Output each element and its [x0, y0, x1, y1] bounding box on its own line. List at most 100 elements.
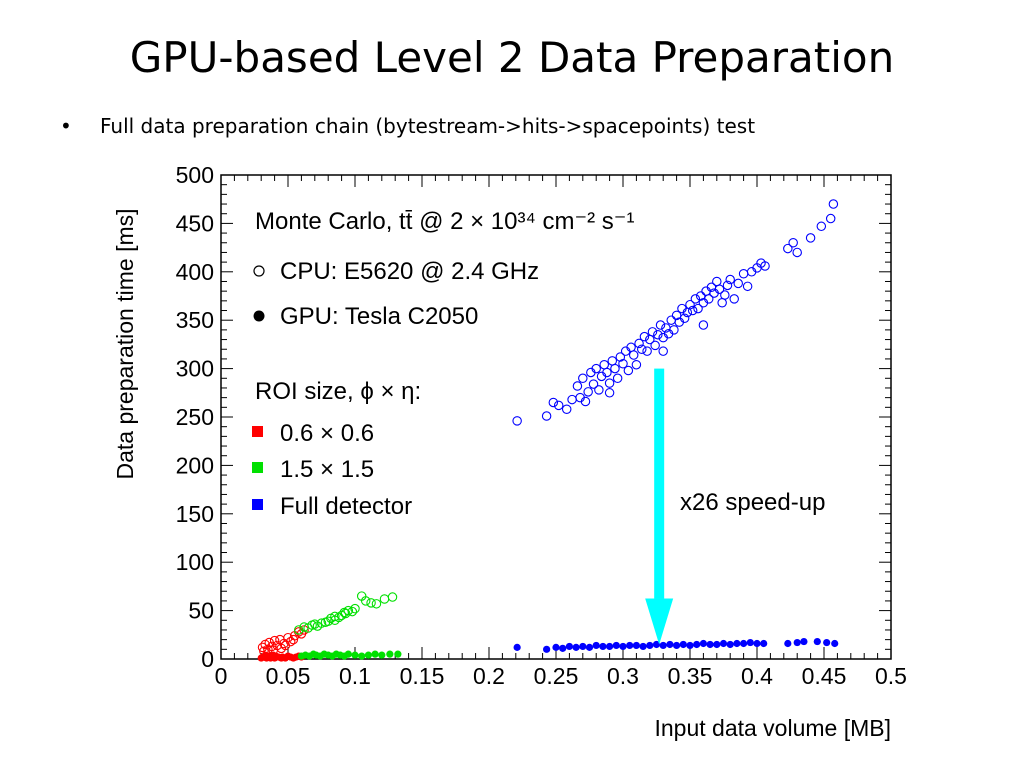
cpu-data-point	[267, 641, 277, 652]
cpu-data-point	[733, 278, 743, 289]
x-tick-label: 0.05	[266, 663, 311, 689]
cpu-data-point	[269, 635, 280, 646]
speedup-arrow	[645, 368, 674, 645]
gpu-data-point	[831, 639, 839, 648]
gpu-data-point	[784, 639, 792, 648]
cpu-data-point	[604, 378, 615, 388]
cpu-data-point	[687, 305, 698, 316]
cpu-data-point	[350, 603, 360, 614]
legend: Monte Carlo, tt̄ @ 2 × 10³⁴ cm⁻² s⁻¹ CPU…	[252, 208, 634, 520]
cpu-data-point	[704, 294, 714, 304]
legend-filled-marker	[253, 310, 265, 322]
cpu-data-point	[671, 310, 682, 321]
gpu-data-point	[612, 641, 620, 650]
cpu-data-point	[685, 299, 695, 310]
gpu-data-point	[592, 641, 600, 650]
x-tick-label: 0.1	[339, 663, 371, 689]
cpu-data-point	[257, 642, 268, 653]
cpu-data-point	[634, 338, 644, 349]
cpu-data-point	[650, 340, 660, 351]
gpu-data-point	[813, 637, 821, 646]
bullet-item: • Full data preparation chain (bytestream…	[60, 110, 755, 142]
x-tick-label: 0.15	[400, 663, 445, 689]
cpu-data-point	[612, 373, 623, 384]
cpu-data-point	[742, 281, 753, 292]
gpu-data-point	[619, 642, 627, 651]
x-tick-label: 0.2	[473, 663, 505, 689]
cpu-data-point	[658, 346, 668, 356]
gpu-data-point	[740, 639, 748, 648]
cpu-data-point	[825, 213, 836, 224]
x-tick-label: 0	[215, 663, 228, 689]
gpu-data-point	[746, 638, 754, 647]
cpu-data-point	[725, 274, 735, 285]
axis-tick-labels: 0 0.05 0.1 0.15 0.2 0.25 0.3 0.35 0.4 0.45 0.5 0 50 1…	[176, 162, 907, 689]
plot-frame	[220, 174, 892, 660]
legend-mid-roi-label: 1.5 × 1.5	[280, 456, 374, 483]
gpu-data-point	[693, 640, 701, 649]
cpu-data-point	[561, 404, 572, 415]
cpu-data-point	[288, 634, 299, 645]
cpu-data-point	[572, 381, 583, 391]
cpu-data-point	[578, 373, 588, 384]
cpu-data-point	[343, 605, 354, 616]
gpu-data-point	[673, 641, 681, 650]
cpu-data-point	[541, 411, 552, 421]
cpu-data-point	[387, 592, 398, 602]
gpu-data-point	[606, 642, 614, 651]
gpu-data-point	[800, 637, 808, 646]
gpu-data-point	[559, 644, 567, 652]
arrow-shaft	[654, 368, 665, 599]
gpu-data-point	[269, 651, 277, 659]
legend-small-roi-label: 0.6 × 0.6	[280, 420, 374, 447]
gpu-data-point	[565, 642, 574, 651]
cpu-data-point	[280, 640, 291, 651]
data-points	[257, 199, 839, 662]
y-tick-label: 350	[176, 307, 214, 333]
cpu-data-point	[788, 238, 798, 248]
cpu-data-point	[580, 396, 591, 407]
cpu-data-point	[604, 388, 615, 398]
cpu-data-point	[548, 397, 559, 408]
cpu-data-point	[615, 352, 626, 362]
gpu-data-point	[652, 640, 661, 649]
x-tick-label: 0.3	[607, 663, 639, 689]
cpu-data-point	[792, 247, 802, 258]
gpu-data-point	[753, 639, 761, 648]
x-tick-label: 0.5	[875, 663, 907, 689]
x-tick-label: 0.45	[802, 663, 847, 689]
gpu-data-point	[543, 645, 551, 653]
legend-swatch-mid-roi	[252, 462, 263, 473]
gpu-data-point	[371, 650, 379, 658]
cpu-data-point	[828, 199, 839, 209]
gpu-data-point	[646, 641, 654, 650]
cpu-data-point	[722, 280, 733, 291]
gpu-data-point	[666, 640, 674, 649]
y-tick-label: 50	[188, 598, 214, 624]
gpu-data-point	[358, 652, 366, 660]
gpu-data-point	[626, 641, 634, 650]
bullet-dot: •	[60, 114, 72, 138]
cpu-data-point	[340, 608, 351, 619]
cpu-data-point	[642, 346, 652, 356]
speedup-annotation: x26 speed-up	[680, 489, 825, 516]
gpu-data-point	[513, 643, 521, 651]
cpu-data-point	[647, 327, 658, 337]
cpu-data-point	[655, 320, 666, 330]
cpu-data-point	[639, 331, 650, 342]
cpu-data-point	[783, 243, 793, 254]
cpu-data-point	[679, 313, 690, 324]
cpu-data-point	[594, 385, 604, 395]
x-axis-title: Input data volume [MB]	[654, 715, 891, 741]
gpu-data-point	[679, 640, 687, 649]
arrow-head	[645, 598, 674, 645]
y-tick-label: 100	[176, 549, 214, 575]
legend-swatch-full-detector	[252, 499, 263, 510]
cpu-data-point	[714, 284, 725, 294]
cpu-data-point	[583, 387, 593, 397]
cpu-data-point	[323, 616, 333, 626]
cpu-data-point	[366, 598, 376, 608]
cpu-data-point	[293, 625, 304, 635]
gpu-data-point	[386, 650, 394, 658]
cpu-data-point	[690, 294, 701, 304]
